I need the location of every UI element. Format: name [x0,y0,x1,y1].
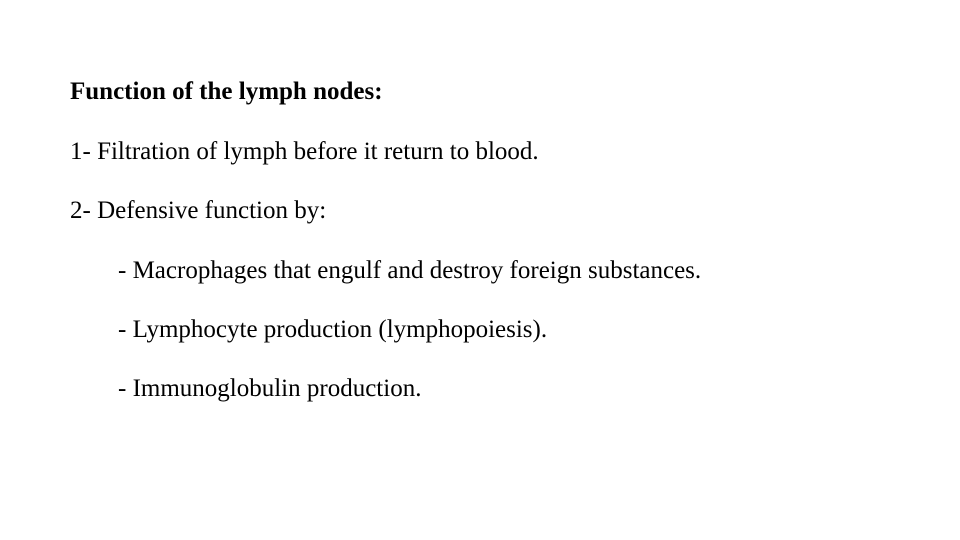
list-item-2: 2- Defensive function by: [70,195,890,226]
list-item-1: 1- Filtration of lymph before it return … [70,136,890,167]
section-heading: Function of the lymph nodes: [70,78,890,106]
sublist-item-3: - Immunoglobulin production. [118,373,890,404]
slide-content: Function of the lymph nodes: 1- Filtrati… [0,0,960,540]
sublist-item-1: - Macrophages that engulf and destroy fo… [118,255,798,286]
sublist-item-2: - Lymphocyte production (lymphopoiesis). [118,314,890,345]
